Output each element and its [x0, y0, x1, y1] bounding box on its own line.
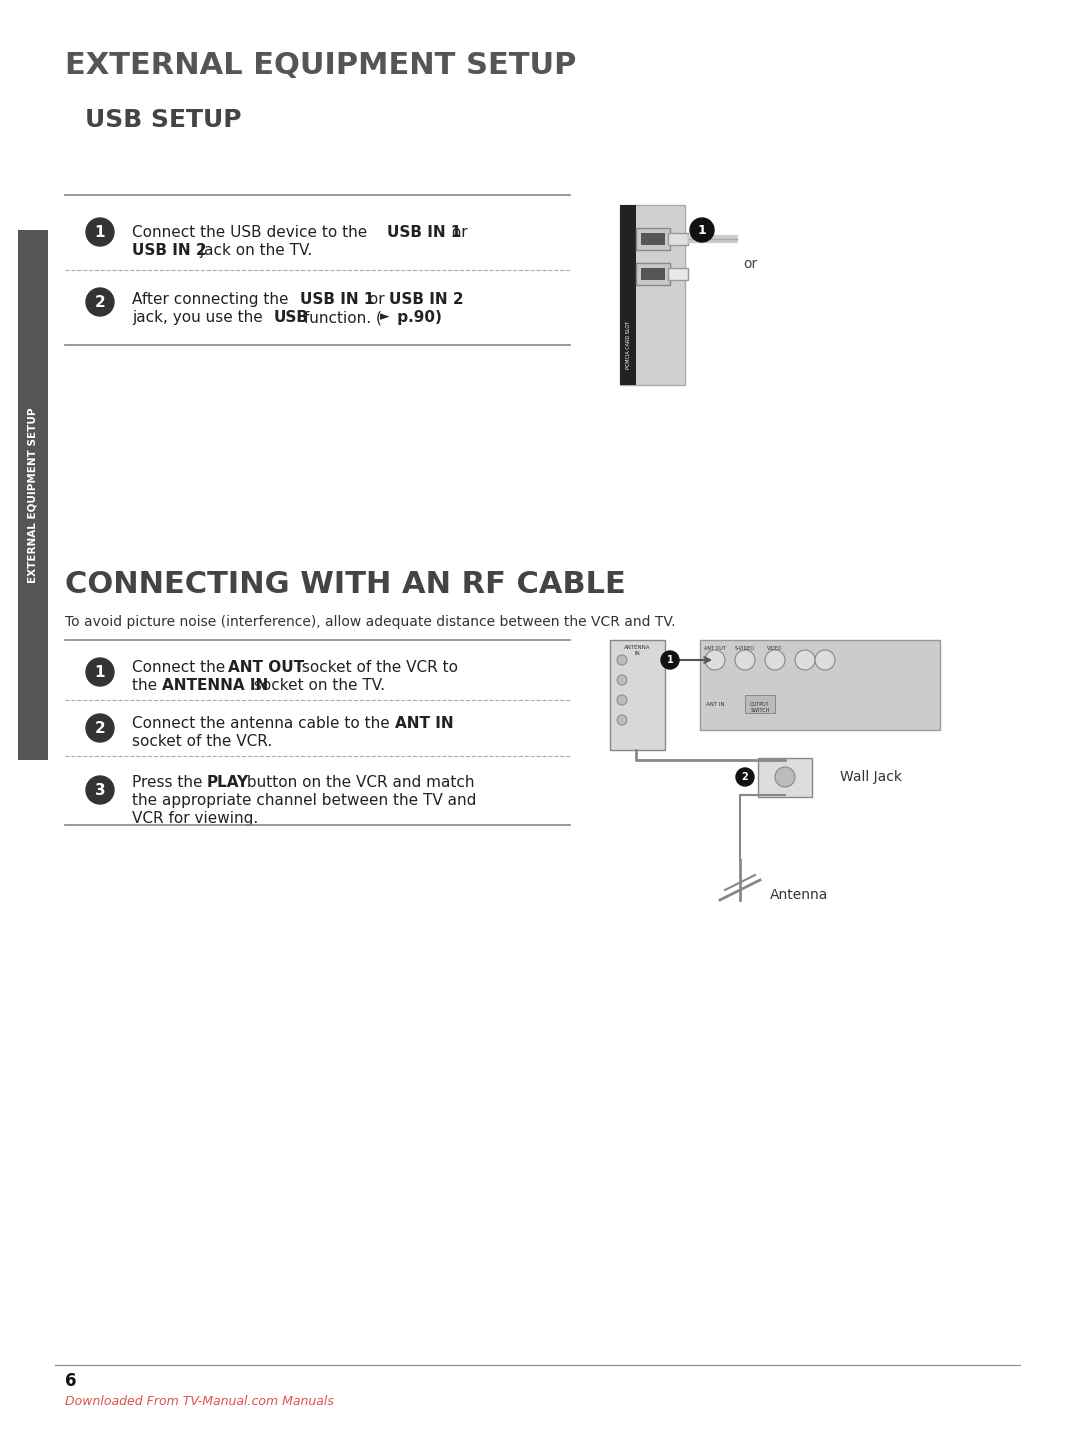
Text: Antenna: Antenna	[770, 888, 828, 901]
FancyBboxPatch shape	[642, 268, 665, 279]
Text: Connect the USB device to the: Connect the USB device to the	[132, 225, 373, 240]
FancyBboxPatch shape	[18, 230, 48, 760]
Text: EXTERNAL EQUIPMENT SETUP: EXTERNAL EQUIPMENT SETUP	[28, 408, 38, 583]
Circle shape	[661, 651, 679, 670]
Text: or: or	[364, 292, 390, 307]
Text: or: or	[743, 256, 757, 271]
Text: jack on the TV.: jack on the TV.	[195, 243, 312, 258]
Circle shape	[690, 217, 714, 242]
Circle shape	[86, 288, 114, 315]
Text: 2: 2	[95, 720, 106, 736]
Text: jack, you use the: jack, you use the	[132, 310, 268, 325]
Text: socket on the TV.: socket on the TV.	[249, 678, 384, 693]
FancyBboxPatch shape	[636, 264, 670, 285]
FancyBboxPatch shape	[620, 305, 636, 384]
Circle shape	[795, 649, 815, 670]
Text: 1: 1	[95, 225, 105, 239]
Circle shape	[617, 696, 627, 706]
Circle shape	[765, 649, 785, 670]
Text: Connect the antenna cable to the: Connect the antenna cable to the	[132, 716, 394, 732]
Text: 1: 1	[698, 223, 706, 236]
Text: OUTPUT
SWITCH: OUTPUT SWITCH	[751, 703, 770, 713]
Text: socket of the VCR to: socket of the VCR to	[297, 660, 458, 675]
Text: EXTERNAL EQUIPMENT SETUP: EXTERNAL EQUIPMENT SETUP	[65, 50, 577, 79]
Circle shape	[735, 768, 754, 786]
FancyBboxPatch shape	[636, 228, 670, 251]
Circle shape	[617, 675, 627, 685]
Circle shape	[617, 716, 627, 724]
FancyBboxPatch shape	[669, 233, 688, 245]
Text: or: or	[447, 225, 468, 240]
FancyBboxPatch shape	[620, 204, 636, 384]
Text: USB: USB	[274, 310, 309, 325]
Text: 2: 2	[95, 295, 106, 310]
Text: ►: ►	[380, 310, 390, 323]
Text: After connecting the: After connecting the	[132, 292, 294, 307]
Text: ANT OUT: ANT OUT	[228, 660, 305, 675]
Text: USB IN 2: USB IN 2	[389, 292, 463, 307]
Text: USB IN 1: USB IN 1	[387, 225, 461, 240]
Text: USB IN 1: USB IN 1	[300, 292, 375, 307]
Text: ANTENNA IN: ANTENNA IN	[162, 678, 268, 693]
Text: ANTENNA
IN: ANTENNA IN	[624, 645, 650, 655]
FancyBboxPatch shape	[758, 757, 812, 796]
Text: Downloaded From TV-Manual.com Manuals: Downloaded From TV-Manual.com Manuals	[65, 1395, 334, 1408]
Text: socket of the VCR.: socket of the VCR.	[132, 734, 272, 749]
Text: 3: 3	[95, 782, 106, 798]
FancyBboxPatch shape	[610, 639, 665, 750]
Text: 1: 1	[666, 655, 673, 665]
FancyBboxPatch shape	[620, 204, 685, 384]
Circle shape	[86, 217, 114, 246]
Text: ANT OUT: ANT OUT	[704, 647, 726, 651]
Circle shape	[815, 649, 835, 670]
Text: Connect the: Connect the	[132, 660, 230, 675]
FancyBboxPatch shape	[700, 639, 940, 730]
Text: Wall Jack: Wall Jack	[840, 770, 902, 783]
Text: ANT IN: ANT IN	[705, 703, 725, 707]
Text: function. (: function. (	[299, 310, 382, 325]
Text: 1: 1	[95, 664, 105, 680]
Circle shape	[86, 714, 114, 742]
Circle shape	[86, 658, 114, 685]
Text: p.90): p.90)	[392, 310, 442, 325]
Circle shape	[705, 649, 725, 670]
Text: S-VIDEO: S-VIDEO	[734, 647, 755, 651]
Text: USB SETUP: USB SETUP	[85, 108, 242, 132]
Circle shape	[617, 655, 627, 665]
FancyBboxPatch shape	[745, 696, 775, 713]
Circle shape	[735, 649, 755, 670]
FancyBboxPatch shape	[642, 233, 665, 245]
Text: 6: 6	[65, 1372, 77, 1390]
Circle shape	[86, 776, 114, 804]
Text: CONNECTING WITH AN RF CABLE: CONNECTING WITH AN RF CABLE	[65, 570, 625, 599]
Text: To avoid picture noise (interference), allow adequate distance between the VCR a: To avoid picture noise (interference), a…	[65, 615, 675, 629]
Text: 2: 2	[742, 772, 748, 782]
Text: VCR for viewing.: VCR for viewing.	[132, 811, 258, 827]
Text: the: the	[132, 678, 162, 693]
Text: the appropriate channel between the TV and: the appropriate channel between the TV a…	[132, 793, 476, 808]
Text: Press the: Press the	[132, 775, 207, 791]
Text: VIDEO: VIDEO	[767, 647, 783, 651]
Text: PLAY: PLAY	[207, 775, 249, 791]
Text: PCMCIA CARD SLOT: PCMCIA CARD SLOT	[625, 321, 631, 369]
Text: button on the VCR and match: button on the VCR and match	[242, 775, 474, 791]
Text: USB IN 2: USB IN 2	[132, 243, 206, 258]
Text: ANT IN: ANT IN	[395, 716, 454, 732]
FancyBboxPatch shape	[669, 268, 688, 279]
Circle shape	[775, 768, 795, 788]
